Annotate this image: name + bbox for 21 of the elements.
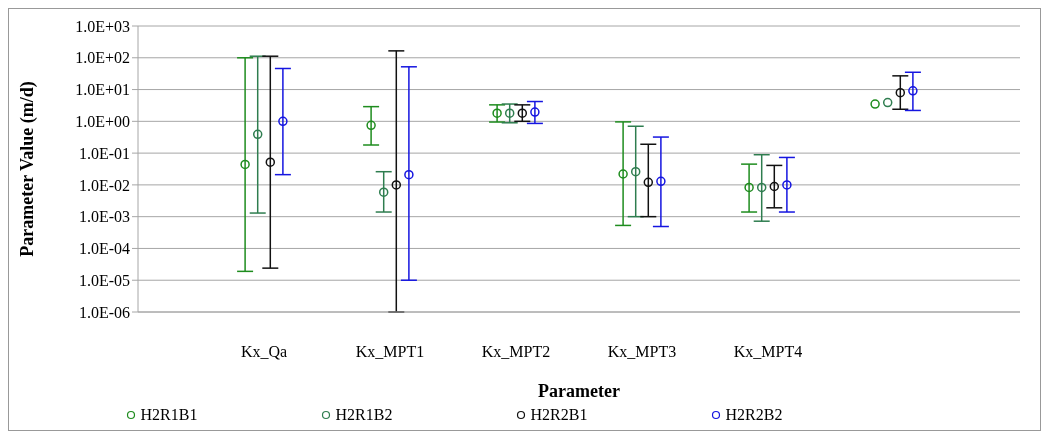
y-tick-label: 1.0E-02 bbox=[78, 176, 130, 194]
y-tick-label: 1.0E-04 bbox=[78, 240, 130, 258]
x-tick-label: Kx_MPT4 bbox=[733, 343, 803, 361]
x-tick-label: Kx_MPT3 bbox=[607, 343, 677, 361]
legend-label: H2R1B1 bbox=[140, 406, 198, 424]
y-tick-label: 1.0E+00 bbox=[75, 113, 130, 131]
y-tick-label: 1.0E+01 bbox=[75, 81, 130, 99]
y-axis-title: Parameter Value (m/d) bbox=[17, 81, 39, 257]
y-tick-label: 1.0E+03 bbox=[75, 17, 130, 35]
legend-label: H2R1B2 bbox=[335, 406, 393, 424]
y-tick-label: 1.0E+02 bbox=[75, 49, 130, 67]
y-tick-label: 1.0E-01 bbox=[78, 144, 130, 162]
x-tick-label: Kx_MPT2 bbox=[481, 343, 551, 361]
x-tick-label: Kx_Qa bbox=[240, 343, 288, 361]
legend-label: H2R2B1 bbox=[530, 406, 588, 424]
legend-label: H2R2B2 bbox=[725, 406, 783, 424]
x-axis-title: Parameter bbox=[538, 380, 620, 401]
y-tick-label: 1.0E-05 bbox=[78, 271, 130, 289]
x-tick-label: Kx_MPT1 bbox=[355, 343, 425, 361]
y-tick-label: 1.0E-06 bbox=[78, 303, 130, 321]
y-tick-label: 1.0E-03 bbox=[78, 208, 130, 226]
